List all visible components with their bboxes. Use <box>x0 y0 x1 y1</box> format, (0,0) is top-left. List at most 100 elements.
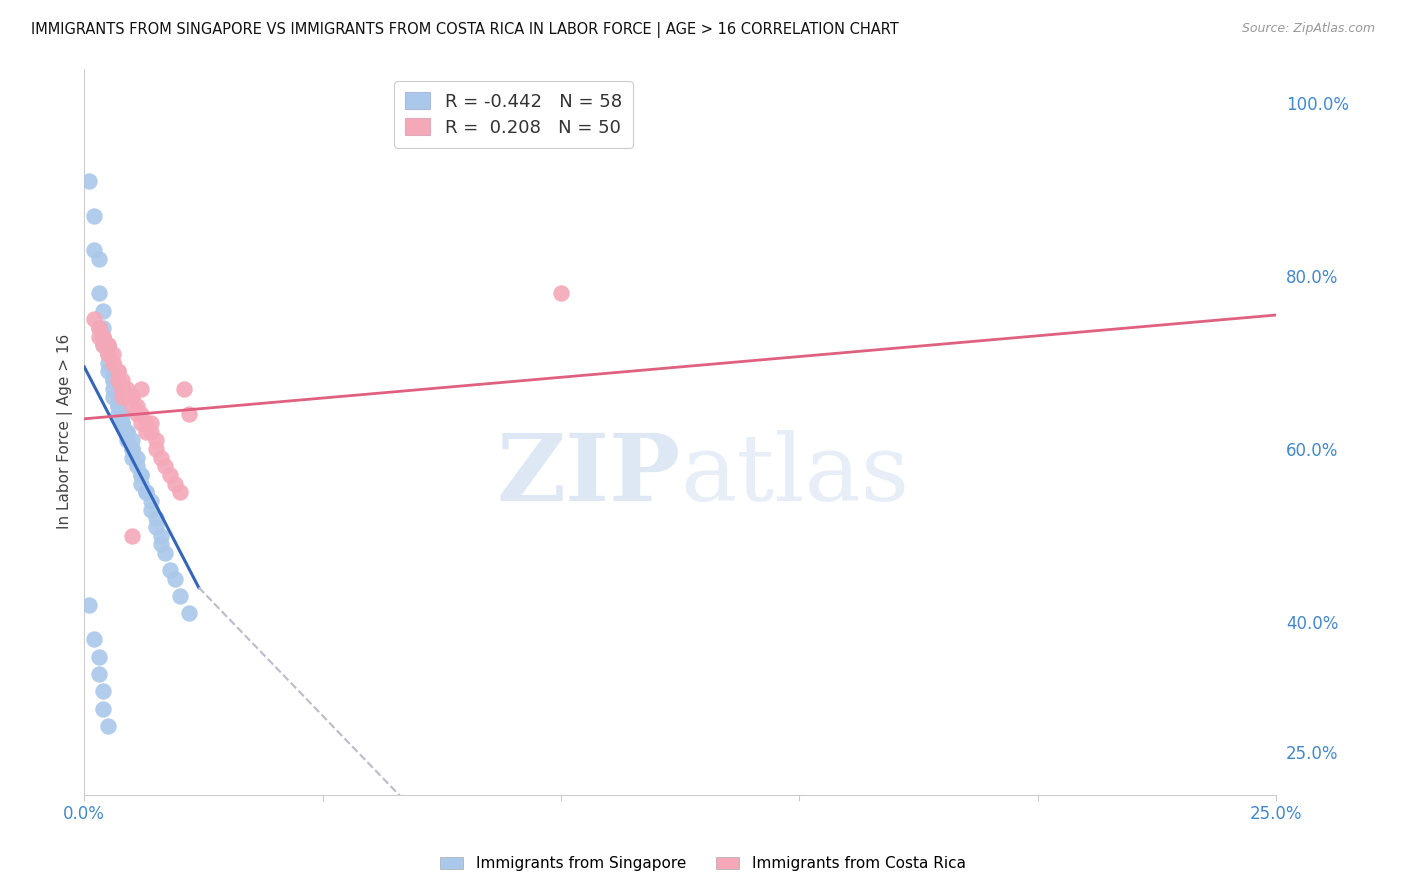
Point <box>121 390 143 404</box>
Point <box>121 442 143 456</box>
Point <box>107 373 129 387</box>
Text: IMMIGRANTS FROM SINGAPORE VS IMMIGRANTS FROM COSTA RICA IN LABOR FORCE | AGE > 1: IMMIGRANTS FROM SINGAPORE VS IMMIGRANTS … <box>31 22 898 38</box>
Point <box>145 442 167 456</box>
Point <box>97 719 120 733</box>
Text: ZIP: ZIP <box>496 430 681 520</box>
Point <box>93 321 115 335</box>
Point <box>97 338 120 352</box>
Point <box>83 243 105 257</box>
Point <box>125 408 148 422</box>
Point <box>111 382 134 396</box>
Point <box>111 408 134 422</box>
Point <box>115 390 138 404</box>
Point <box>149 450 172 465</box>
Point <box>121 528 143 542</box>
Point <box>169 485 191 500</box>
Point <box>97 364 120 378</box>
Point <box>97 347 120 361</box>
Point <box>107 364 129 378</box>
Point <box>145 434 167 448</box>
Point <box>179 408 201 422</box>
Point <box>101 390 124 404</box>
Point <box>111 373 134 387</box>
Point <box>107 390 129 404</box>
Point <box>101 355 124 369</box>
Point <box>550 286 572 301</box>
Text: atlas: atlas <box>681 430 910 520</box>
Point <box>121 450 143 465</box>
Point <box>77 598 100 612</box>
Point <box>93 329 115 343</box>
Point <box>93 338 115 352</box>
Point <box>131 468 153 483</box>
Point <box>131 468 153 483</box>
Point <box>83 312 105 326</box>
Point <box>145 520 167 534</box>
Point <box>83 632 105 647</box>
Point <box>115 425 138 439</box>
Point <box>125 450 148 465</box>
Point <box>121 434 143 448</box>
Point <box>107 364 129 378</box>
Point <box>107 408 129 422</box>
Point <box>131 476 153 491</box>
Text: Source: ZipAtlas.com: Source: ZipAtlas.com <box>1241 22 1375 36</box>
Point <box>139 494 162 508</box>
Point <box>155 459 177 474</box>
Point <box>163 572 186 586</box>
Point <box>121 399 143 413</box>
Point <box>101 373 124 387</box>
Point <box>145 511 167 525</box>
Point <box>149 537 172 551</box>
Point <box>139 502 162 516</box>
Point <box>107 399 129 413</box>
Point <box>111 390 134 404</box>
Point <box>87 329 110 343</box>
Point <box>111 382 134 396</box>
Point <box>125 399 148 413</box>
Point <box>125 459 148 474</box>
Point <box>149 528 172 542</box>
Point <box>97 355 120 369</box>
Point <box>93 329 115 343</box>
Point <box>159 468 181 483</box>
Point <box>101 355 124 369</box>
Point <box>135 485 157 500</box>
Point <box>101 355 124 369</box>
Point <box>107 399 129 413</box>
Point <box>101 373 124 387</box>
Point <box>97 338 120 352</box>
Point <box>83 209 105 223</box>
Point <box>135 416 157 430</box>
Point <box>93 684 115 698</box>
Point <box>97 347 120 361</box>
Point <box>93 303 115 318</box>
Point <box>139 425 162 439</box>
Point <box>131 416 153 430</box>
Point <box>101 347 124 361</box>
Point <box>87 667 110 681</box>
Point <box>179 607 201 621</box>
Point <box>169 589 191 603</box>
Point <box>155 546 177 560</box>
Point <box>87 321 110 335</box>
Point <box>87 286 110 301</box>
Y-axis label: In Labor Force | Age > 16: In Labor Force | Age > 16 <box>58 334 73 530</box>
Point <box>111 416 134 430</box>
Point <box>97 338 120 352</box>
Point <box>159 563 181 577</box>
Point <box>107 373 129 387</box>
Point <box>121 390 143 404</box>
Point <box>111 382 134 396</box>
Point <box>173 382 195 396</box>
Point <box>101 382 124 396</box>
Point <box>131 408 153 422</box>
Point <box>97 347 120 361</box>
Legend: Immigrants from Singapore, Immigrants from Costa Rica: Immigrants from Singapore, Immigrants fr… <box>434 850 972 877</box>
Point <box>135 425 157 439</box>
Point <box>115 434 138 448</box>
Point <box>101 364 124 378</box>
Point <box>131 382 153 396</box>
Point <box>115 382 138 396</box>
Point <box>93 338 115 352</box>
